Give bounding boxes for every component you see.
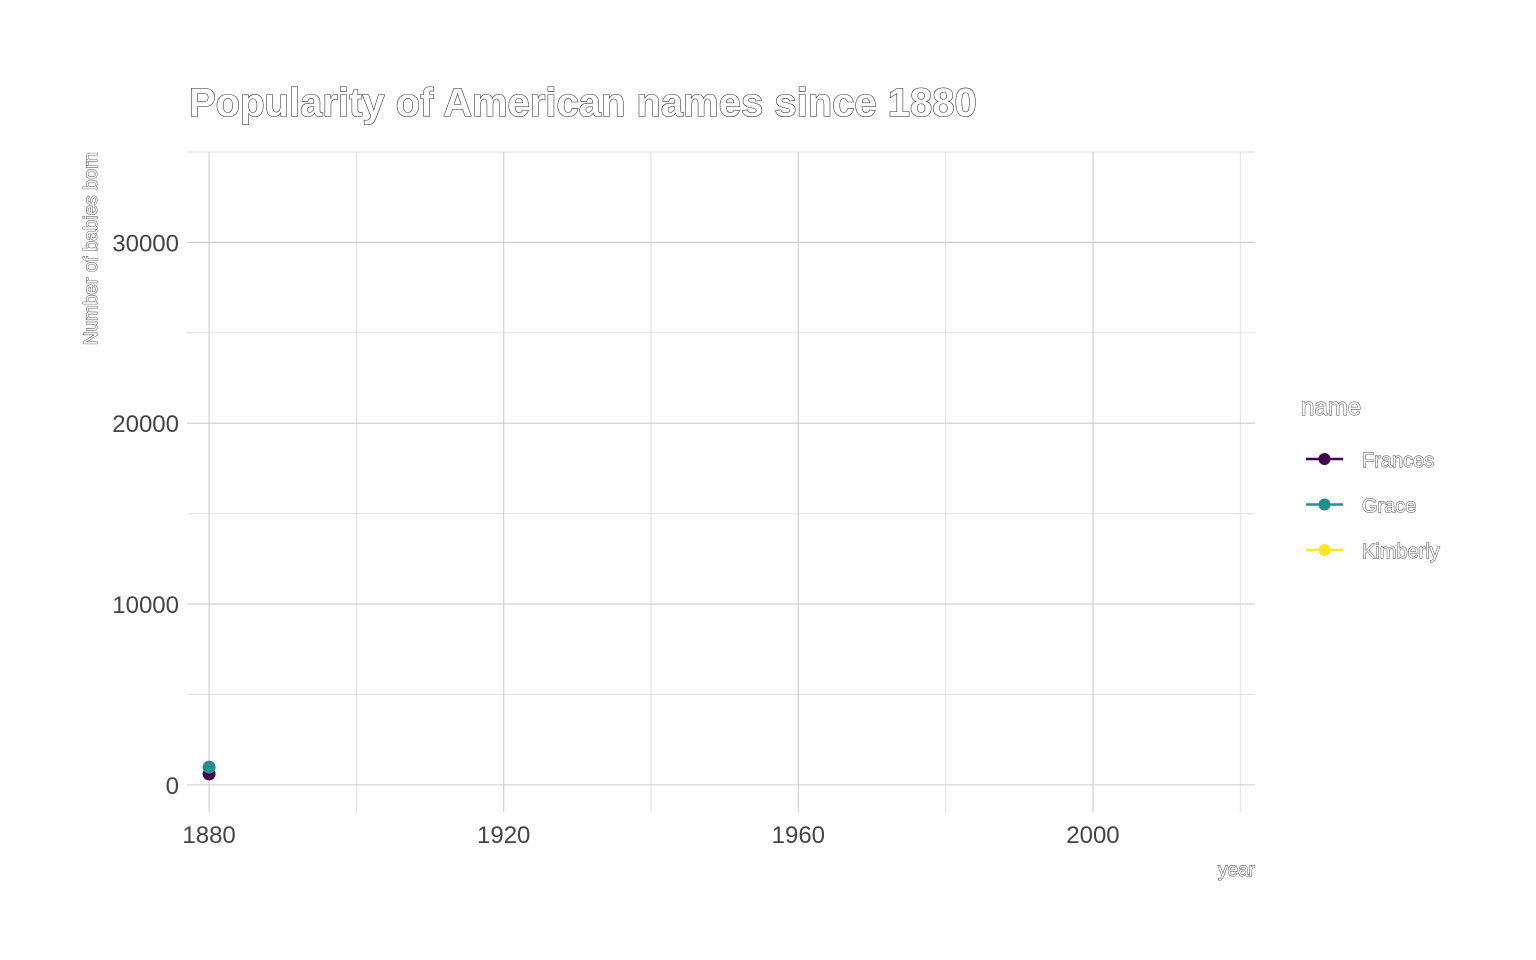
x-tick-label-0: 1880 <box>182 822 235 849</box>
legend-items: Frances Grace Kimberly <box>1306 450 1440 563</box>
y-axis-title: Number of babies born <box>81 152 102 345</box>
legend-marker-frances <box>1318 453 1331 465</box>
x-axis-ticks: 1880 1920 1960 2000 <box>182 822 1119 849</box>
grid <box>187 151 1255 812</box>
x-tick-label-3: 2000 <box>1066 822 1119 849</box>
legend-title: name <box>1301 394 1361 421</box>
series-layer <box>202 760 216 781</box>
legend: name Frances Grace Kimberly <box>1301 394 1441 564</box>
y-tick-label-1: 10000 <box>112 592 179 619</box>
chart-title: Popularity of American names since 1880 <box>189 81 977 125</box>
legend-label-grace: Grace <box>1362 496 1416 518</box>
legend-label-frances: Frances <box>1362 450 1434 472</box>
legend-marker-kimberly <box>1318 544 1331 556</box>
x-tick-label-2: 1960 <box>772 822 825 849</box>
data-point-grace-0 <box>202 760 216 774</box>
legend-label-kimberly: Kimberly <box>1362 541 1440 563</box>
y-tick-label-3: 30000 <box>112 230 179 257</box>
legend-marker-grace <box>1318 498 1331 511</box>
x-axis-title: year <box>1218 860 1256 881</box>
x-tick-label-1: 1920 <box>477 822 530 849</box>
y-tick-label-2: 20000 <box>112 411 179 438</box>
y-tick-label-0: 0 <box>166 773 179 800</box>
y-axis-ticks: 0 10000 20000 30000 <box>112 230 179 799</box>
